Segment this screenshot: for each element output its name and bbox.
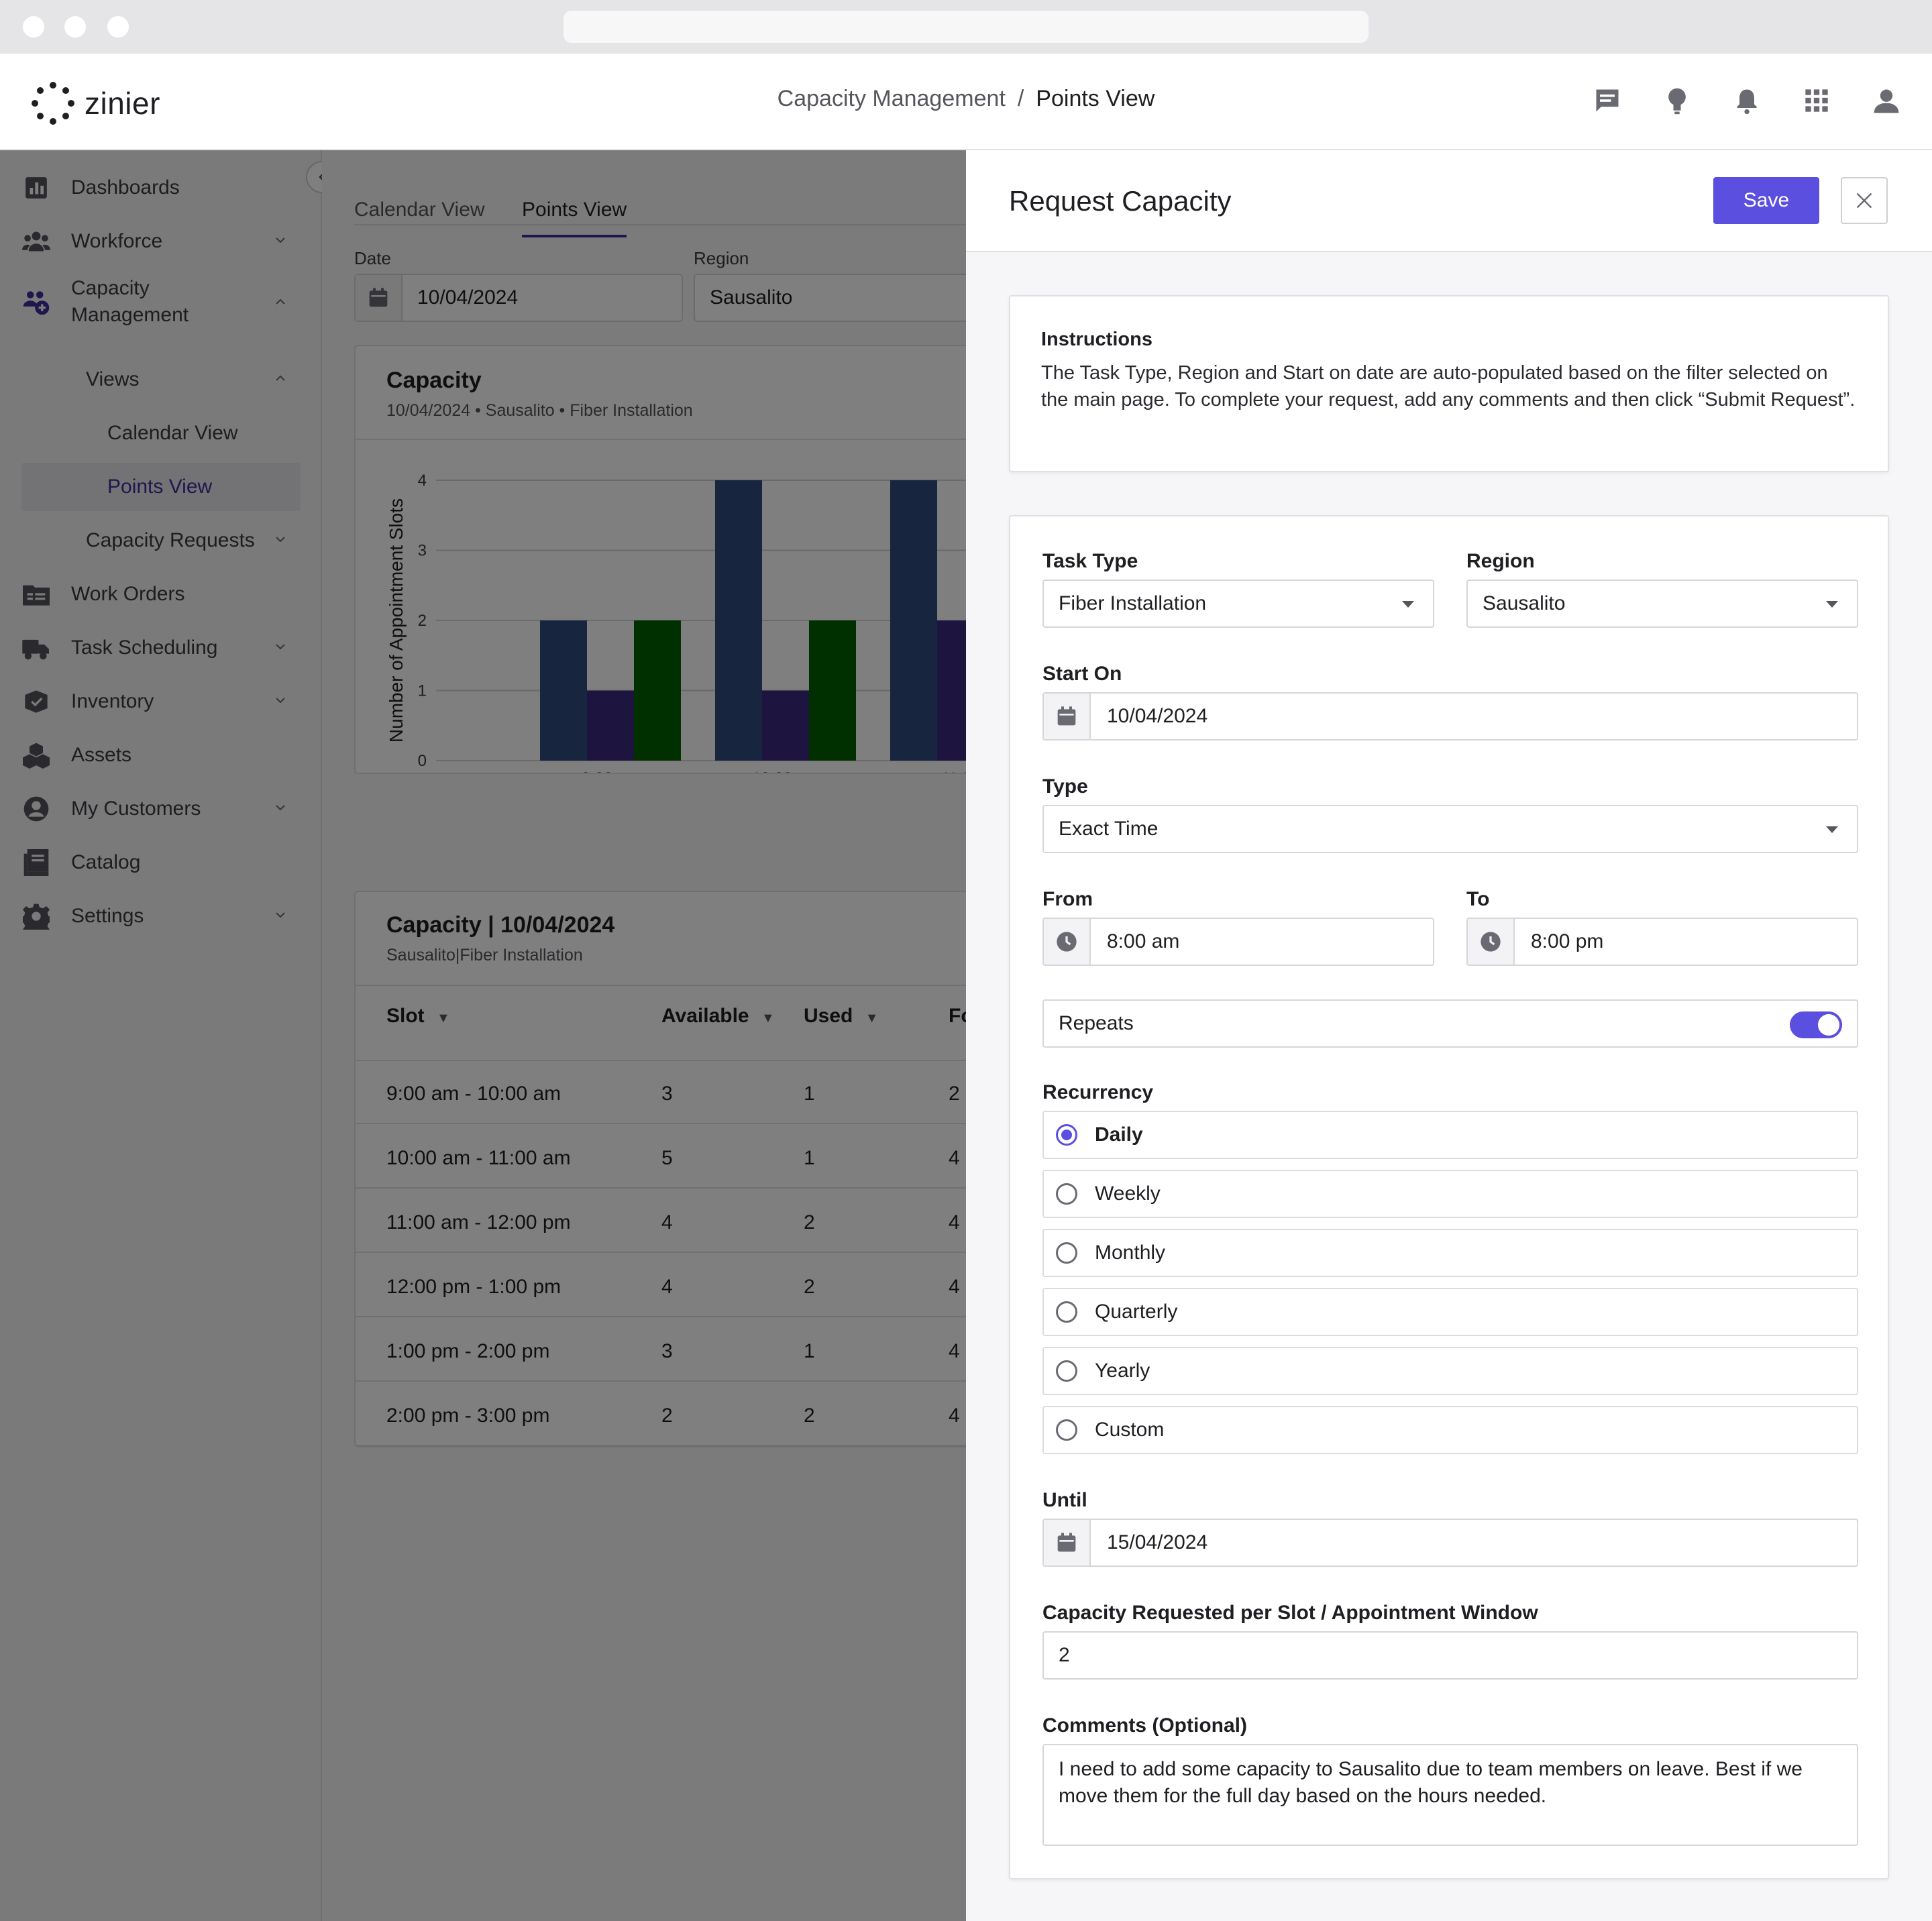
radio-label: Daily: [1095, 1123, 1143, 1146]
repeats-label: Repeats: [1059, 1012, 1134, 1034]
region-select[interactable]: Sausalito: [1466, 580, 1858, 628]
modal-backdrop[interactable]: [0, 150, 966, 1921]
breadcrumb-current: Points View: [1036, 86, 1155, 111]
to-time-field[interactable]: 8:00 pm: [1466, 918, 1858, 966]
zinier-logo[interactable]: zinier: [31, 80, 160, 126]
radio-label: Yearly: [1095, 1360, 1150, 1382]
window-close-dot[interactable]: [23, 16, 44, 38]
repeats-row: Repeats: [1042, 999, 1858, 1048]
radio-label: Monthly: [1095, 1242, 1166, 1264]
recurrency-option-custom[interactable]: Custom: [1042, 1406, 1858, 1454]
calendar-icon: [1044, 694, 1091, 739]
logo-dots-icon: [32, 82, 74, 125]
radio-unselected-icon: [1056, 1419, 1077, 1441]
radio-unselected-icon: [1056, 1360, 1077, 1382]
recurrency-option-weekly[interactable]: Weekly: [1042, 1170, 1858, 1218]
region-label: Region: [1466, 550, 1535, 572]
start-on-value: 10/04/2024: [1107, 705, 1208, 727]
close-button[interactable]: [1841, 177, 1888, 224]
capacity-requested-value: 2: [1059, 1644, 1070, 1666]
capacity-requested-label: Capacity Requested per Slot / Appointmen…: [1042, 1602, 1538, 1624]
bell-icon[interactable]: [1731, 85, 1763, 117]
panel-header: Request Capacity Save: [966, 150, 1932, 252]
until-date-field[interactable]: 15/04/2024: [1042, 1519, 1858, 1567]
clock-icon: [1468, 919, 1515, 965]
header-actions: [1591, 85, 1902, 117]
breadcrumb-parent[interactable]: Capacity Management: [777, 86, 1006, 111]
window-maximize-dot[interactable]: [107, 16, 129, 38]
calendar-icon: [1044, 1520, 1091, 1566]
comments-value: I need to add some capacity to Sausalito…: [1059, 1758, 1803, 1807]
logo-text: zinier: [85, 86, 160, 121]
from-time-field[interactable]: 8:00 am: [1042, 918, 1434, 966]
recurrency-label: Recurrency: [1042, 1081, 1154, 1103]
recurrency-option-monthly[interactable]: Monthly: [1042, 1229, 1858, 1277]
clock-icon: [1044, 919, 1091, 965]
panel-title: Request Capacity: [1009, 185, 1232, 217]
radio-unselected-icon: [1056, 1183, 1077, 1205]
app-header: zinier Capacity Management / Points View: [0, 54, 1932, 150]
region-value: Sausalito: [1483, 592, 1566, 614]
window-minimize-dot[interactable]: [64, 16, 86, 38]
task-type-select[interactable]: Fiber Installation: [1042, 580, 1434, 628]
type-value: Exact Time: [1059, 818, 1159, 840]
instructions-card: Instructions The Task Type, Region and S…: [1009, 295, 1889, 472]
radio-unselected-icon: [1056, 1301, 1077, 1323]
recurrency-option-quarterly[interactable]: Quarterly: [1042, 1288, 1858, 1336]
breadcrumb-separator: /: [1017, 86, 1024, 111]
recurrency-option-daily[interactable]: Daily: [1042, 1111, 1858, 1159]
radio-selected-icon: [1056, 1124, 1077, 1146]
caret-down-icon: [1402, 601, 1414, 608]
start-on-field[interactable]: 10/04/2024: [1042, 692, 1858, 740]
url-bar[interactable]: [564, 11, 1368, 43]
instructions-title: Instructions: [1041, 329, 1152, 350]
to-label: To: [1466, 888, 1490, 910]
repeats-toggle[interactable]: [1790, 1011, 1842, 1038]
save-button[interactable]: Save: [1713, 177, 1819, 224]
radio-unselected-icon: [1056, 1242, 1077, 1264]
lightbulb-icon[interactable]: [1661, 85, 1693, 117]
breadcrumb: Capacity Management / Points View: [0, 86, 1932, 112]
task-type-label: Task Type: [1042, 550, 1138, 572]
comments-label: Comments (Optional): [1042, 1714, 1247, 1737]
until-date-value: 15/04/2024: [1107, 1531, 1208, 1553]
comments-textarea[interactable]: I need to add some capacity to Sausalito…: [1042, 1744, 1858, 1846]
radio-label: Weekly: [1095, 1183, 1161, 1205]
radio-label: Quarterly: [1095, 1301, 1178, 1323]
browser-chrome: [0, 0, 1932, 54]
request-form-card: Task Type Fiber Installation Region Saus…: [1009, 515, 1889, 1879]
instructions-text: The Task Type, Region and Start on date …: [1041, 362, 1856, 410]
caret-down-icon: [1826, 826, 1838, 833]
capacity-requested-input[interactable]: 2: [1042, 1631, 1858, 1680]
to-time-value: 8:00 pm: [1531, 930, 1604, 952]
task-type-value: Fiber Installation: [1059, 592, 1207, 614]
caret-down-icon: [1826, 601, 1838, 608]
close-icon: [1856, 193, 1872, 209]
chat-icon[interactable]: [1591, 85, 1623, 117]
radio-label: Custom: [1095, 1419, 1165, 1441]
from-label: From: [1042, 888, 1093, 910]
type-label: Type: [1042, 775, 1088, 798]
until-label: Until: [1042, 1489, 1087, 1511]
from-time-value: 8:00 am: [1107, 930, 1180, 952]
user-icon[interactable]: [1870, 85, 1902, 117]
start-on-label: Start On: [1042, 663, 1122, 685]
request-capacity-panel: Request Capacity Save Instructions The T…: [966, 150, 1932, 1921]
type-select[interactable]: Exact Time: [1042, 805, 1858, 853]
apps-grid-icon[interactable]: [1801, 85, 1833, 117]
recurrency-option-yearly[interactable]: Yearly: [1042, 1347, 1858, 1395]
